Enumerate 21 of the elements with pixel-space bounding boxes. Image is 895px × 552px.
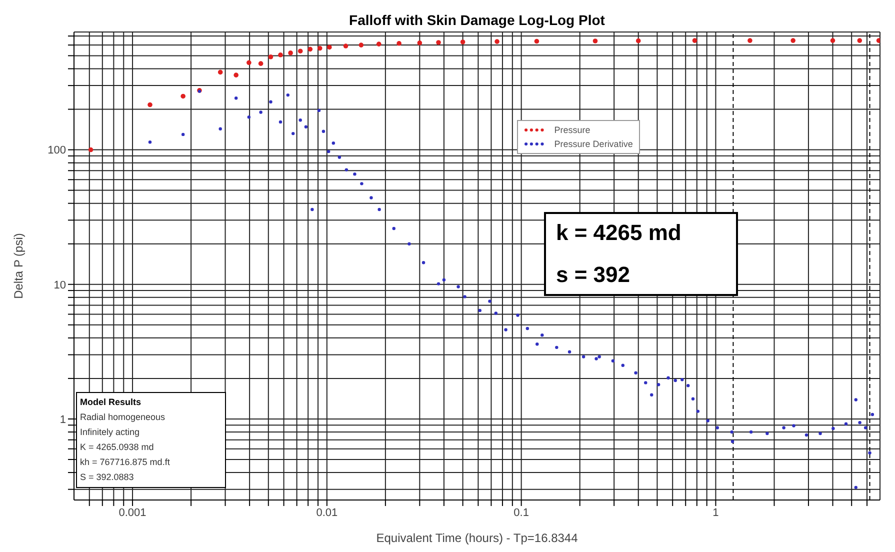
x-tick-label: 0.01 (316, 506, 338, 519)
annotation: K = 4265.0938 md (80, 441, 155, 454)
annotation: S = 392.0883 (80, 471, 135, 484)
legend-label: Pressure Derivative (554, 138, 633, 151)
y-tick-label: 1 (60, 414, 66, 426)
x-tick-label: 0.001 (118, 506, 146, 519)
chart-title: Falloff with Skin Damage Log-Log Plot (348, 12, 606, 28)
x-axis-title: Equivalent Time (hours) - Tp=16.8344 (376, 531, 578, 545)
y-tick-label: 10 (54, 279, 66, 292)
annotation: s = 392 (556, 262, 632, 288)
text-box: k = 4265 md s = 392 (544, 212, 738, 296)
annotation: k = 4265 md (556, 220, 682, 246)
annotation: Infinitely acting (80, 426, 141, 439)
annotation: kh = 767716.875 md.ft (80, 456, 171, 469)
annotation: Model Results (80, 396, 142, 409)
y-tick-label: 100 (48, 144, 66, 157)
y-axis-title: Delta P (psi) (11, 233, 26, 299)
annotation: Radial homogeneous (80, 411, 166, 424)
x-tick-label: 0.1 (514, 506, 529, 519)
x-tick-label: 1 (712, 506, 719, 519)
legend-label: Pressure (554, 124, 590, 137)
